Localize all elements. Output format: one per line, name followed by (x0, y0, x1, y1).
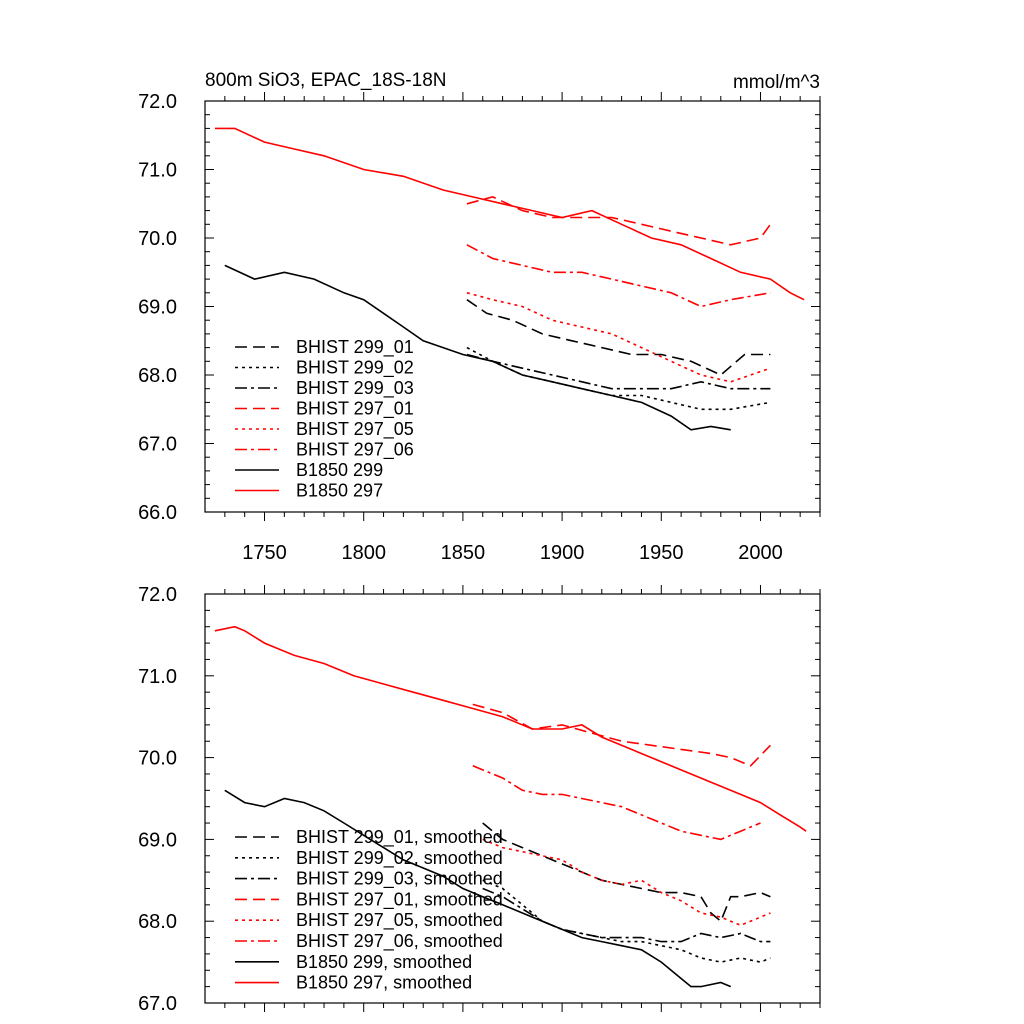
chart-title: 800m SiO3, EPAC_18S-18N (205, 70, 447, 91)
series-line (472, 765, 761, 841)
legend-label: BHIST 299_03 (296, 378, 414, 399)
series-line (466, 353, 771, 390)
legend-label: BHIST 299_01 (296, 337, 414, 358)
legend-label: B1850 299, smoothed (296, 952, 472, 972)
series-line (482, 822, 771, 923)
legend-label: BHIST 297_01 (296, 399, 414, 420)
y-tick-label: 70.0 (138, 748, 177, 770)
top-panel: 800m SiO3, EPAC_18S-18N mmol/m^3 66.0 67.… (138, 70, 821, 564)
legend-label: BHIST 299_01, smoothed (296, 827, 503, 848)
x-tick-label: 1800 (341, 542, 386, 564)
series-line (224, 789, 732, 988)
y-tick-label: 67.0 (138, 434, 177, 456)
legend-label: BHIST 299_02, smoothed (296, 848, 503, 869)
y-tick-label: 69.0 (138, 297, 177, 319)
x-tick-label: 1950 (639, 542, 684, 564)
series-line (466, 244, 771, 308)
x-tick-label: 2000 (738, 542, 783, 564)
y-tick-label: 66.0 (138, 502, 177, 524)
y-tick-label: 69.0 (138, 829, 177, 851)
legend-label: B1850 297, smoothed (296, 973, 472, 993)
x-tick-label: 1850 (441, 542, 486, 564)
x-tick-label: 1900 (540, 542, 585, 564)
series-line (466, 299, 771, 376)
y-tick-label: 67.0 (138, 993, 177, 1015)
y-tick-label: 71.0 (138, 666, 177, 688)
y-tick-label: 70.0 (138, 228, 177, 250)
series-line (472, 703, 771, 767)
y-tick-label: 68.0 (138, 365, 177, 387)
legend-label: BHIST 299_02 (296, 358, 414, 379)
y-tick-label: 68.0 (138, 911, 177, 933)
legend-label: B1850 297 (296, 481, 383, 501)
series-line (214, 127, 805, 301)
series-line (214, 625, 807, 832)
series-group (214, 625, 807, 988)
legend-label: BHIST 297_05, smoothed (296, 910, 503, 931)
x-tick-label: 1750 (242, 542, 287, 564)
legend-label: BHIST 299_03, smoothed (296, 869, 503, 890)
series-line (482, 887, 771, 943)
legend-label: BHIST 297_05 (296, 419, 414, 440)
series-line (466, 196, 772, 246)
chart-units: mmol/m^3 (733, 72, 820, 93)
series-group (214, 127, 805, 431)
series-line (482, 838, 771, 927)
series-line (466, 292, 771, 383)
series-line (482, 879, 771, 963)
series-line (224, 264, 731, 431)
y-tick-label: 72.0 (138, 91, 177, 113)
y-tick-label: 72.0 (138, 584, 177, 606)
series-line (466, 346, 771, 411)
plot-frame (204, 593, 821, 1004)
legend-label: BHIST 297_01, smoothed (296, 889, 503, 910)
legend-label: BHIST 297_06 (296, 440, 414, 461)
bottom-panel: 67.0 68.0 69.0 70.0 71.0 72.0 BHIST 299_01, sm… (138, 584, 821, 1015)
y-tick-label: 71.0 (138, 160, 177, 182)
legend-label: BHIST 297_06, smoothed (296, 931, 503, 952)
legend-label: B1850 299 (296, 460, 383, 480)
